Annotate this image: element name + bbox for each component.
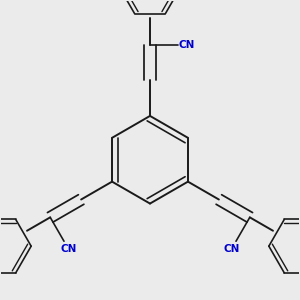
Text: CN: CN: [178, 40, 195, 50]
Text: CN: CN: [223, 244, 240, 254]
Text: CN: CN: [60, 244, 77, 254]
